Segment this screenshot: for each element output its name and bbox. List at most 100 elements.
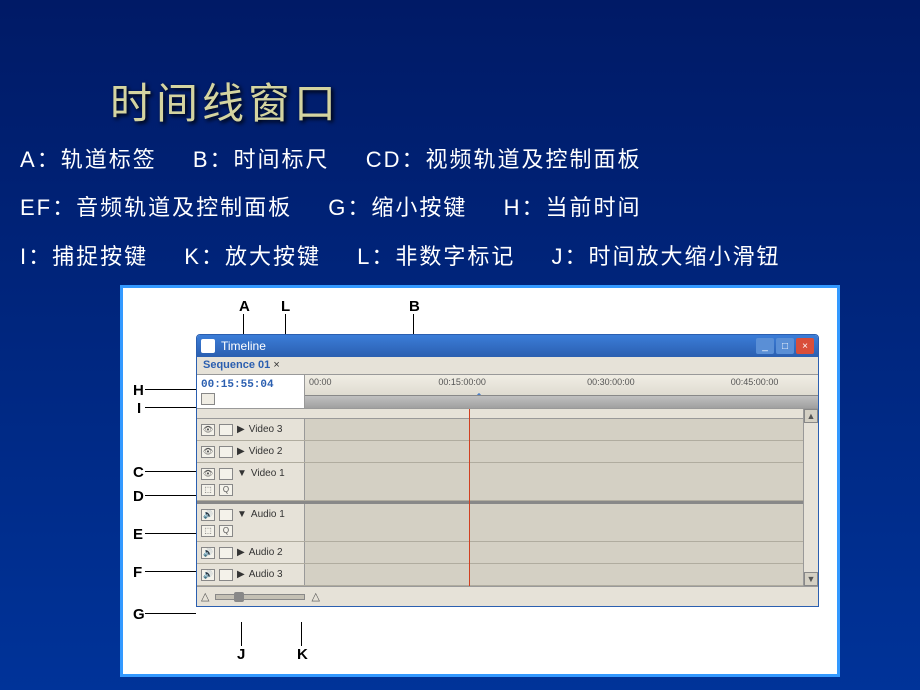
callout-D: D — [133, 488, 144, 505]
track-audio-3[interactable]: 🔊 ▶ Audio 3 — [197, 564, 818, 586]
ruler-tick-3: 00:30:00:00 — [587, 377, 635, 387]
callout-F: F — [133, 564, 142, 581]
leader-H — [145, 389, 196, 390]
timeline-window: Timeline _ □ × Sequence 01 × 00:15:55:04… — [196, 334, 819, 607]
track-name: Video 2 — [249, 446, 283, 457]
track-label-video-1[interactable]: 👁 ▼ Video 1 ⬚ Q — [197, 463, 305, 500]
leader-E — [145, 533, 196, 534]
callout-L: L — [281, 298, 290, 315]
track-audio-2[interactable]: 🔊 ▶ Audio 2 — [197, 542, 818, 564]
close-button[interactable]: × — [796, 338, 814, 354]
callout-K: K — [297, 646, 308, 663]
vertical-scrollbar[interactable]: ▲ ▼ — [803, 409, 818, 586]
track-label-video-3[interactable]: 👁 ▶ Video 3 — [197, 419, 305, 440]
scroll-up-icon[interactable]: ▲ — [804, 409, 818, 423]
track-body[interactable] — [305, 564, 818, 585]
legend-A: A：轨道标签 — [20, 136, 157, 184]
lock-icon[interactable] — [219, 547, 233, 559]
ruler-tick-0: 00:00 — [309, 377, 332, 387]
lock-icon[interactable] — [219, 509, 233, 521]
lock-icon[interactable] — [219, 424, 233, 436]
sequence-tab-close[interactable]: × — [273, 359, 279, 371]
legend-J: J：时间放大缩小滑钮 — [552, 233, 781, 281]
legend-I: I：捕捉按键 — [20, 233, 148, 281]
track-body[interactable] — [305, 542, 818, 563]
legend-K: K：放大按键 — [184, 233, 321, 281]
track-name: Video 3 — [249, 424, 283, 435]
eye-icon[interactable]: 👁 — [201, 424, 215, 436]
track-body[interactable] — [305, 441, 818, 462]
expand-arrow-icon[interactable]: ▶ — [237, 569, 245, 580]
zoom-bar: △ △ — [197, 586, 818, 606]
callout-I: I — [137, 400, 141, 417]
track-name: Audio 1 — [251, 509, 285, 520]
sequence-tab[interactable]: Sequence 01 × — [197, 357, 818, 375]
collapse-arrow-icon[interactable]: ▼ — [237, 509, 247, 520]
ruler-tick-5: 00:45:00:00 — [731, 377, 779, 387]
zoom-slider-thumb[interactable] — [234, 592, 244, 602]
legend-EF: EF：音频轨道及控制面板 — [20, 184, 292, 232]
track-label-audio-1[interactable]: 🔊 ▼ Audio 1 ⬚ Q — [197, 504, 305, 541]
leader-I — [145, 407, 196, 408]
minimize-button[interactable]: _ — [756, 338, 774, 354]
time-ruler[interactable]: 00:00 00:15:00:00 00:30:00:00 00:45:00:0… — [305, 375, 818, 409]
ruler-scrub-bar[interactable] — [305, 395, 818, 408]
playhead-line[interactable] — [469, 409, 470, 586]
app-icon — [201, 339, 215, 353]
callout-G: G — [133, 606, 145, 623]
lock-icon[interactable] — [219, 446, 233, 458]
q-icon[interactable]: Q — [219, 484, 233, 496]
callout-J: J — [237, 646, 245, 663]
track-name: Audio 2 — [249, 547, 283, 558]
leader-K — [301, 622, 302, 646]
leader-D — [145, 495, 196, 496]
expand-arrow-icon[interactable]: ▶ — [237, 424, 245, 435]
track-name: Audio 3 — [249, 569, 283, 580]
snap-icon[interactable] — [201, 393, 215, 405]
zoom-in-button[interactable]: △ — [311, 590, 319, 603]
legend-block: A：轨道标签 B：时间标尺 CD：视频轨道及控制面板 EF：音频轨道及控制面板 … — [0, 131, 920, 291]
legend-B: B：时间标尺 — [193, 136, 330, 184]
leader-G — [145, 613, 196, 614]
track-label-video-2[interactable]: 👁 ▶ Video 2 — [197, 441, 305, 462]
speaker-icon[interactable]: 🔊 — [201, 547, 215, 559]
track-label-audio-3[interactable]: 🔊 ▶ Audio 3 — [197, 564, 305, 585]
callout-E: E — [133, 526, 143, 543]
callout-B: B — [409, 298, 420, 315]
titlebar[interactable]: Timeline _ □ × — [197, 335, 818, 357]
sequence-tab-label: Sequence 01 — [203, 359, 270, 371]
collapse-arrow-icon[interactable]: ▼ — [237, 468, 247, 479]
legend-L: L：非数字标记 — [357, 233, 515, 281]
eye-icon[interactable]: 👁 — [201, 446, 215, 458]
track-body[interactable] — [305, 419, 818, 440]
zoom-out-button[interactable]: △ — [201, 590, 209, 603]
track-audio-1[interactable]: 🔊 ▼ Audio 1 ⬚ Q — [197, 504, 818, 542]
eye-icon[interactable]: 👁 — [201, 468, 215, 480]
maximize-button[interactable]: □ — [776, 338, 794, 354]
track-video-1[interactable]: 👁 ▼ Video 1 ⬚ Q — [197, 463, 818, 501]
legend-H: H：当前时间 — [504, 184, 642, 232]
fx-icon[interactable]: ⬚ — [201, 484, 215, 496]
track-body[interactable] — [305, 463, 818, 500]
callout-C: C — [133, 464, 144, 481]
track-body[interactable] — [305, 504, 818, 541]
expand-arrow-icon[interactable]: ▶ — [237, 446, 245, 457]
diagram-frame: A L B H I C D E F G J K Timeline _ □ × S… — [120, 285, 840, 677]
lock-icon[interactable] — [219, 569, 233, 581]
fx-icon[interactable]: ⬚ — [201, 525, 215, 537]
track-video-3[interactable]: 👁 ▶ Video 3 — [197, 419, 818, 441]
track-video-2[interactable]: 👁 ▶ Video 2 — [197, 441, 818, 463]
scroll-down-icon[interactable]: ▼ — [804, 572, 818, 586]
legend-CD: CD：视频轨道及控制面板 — [366, 136, 642, 184]
track-label-audio-2[interactable]: 🔊 ▶ Audio 2 — [197, 542, 305, 563]
current-time[interactable]: 00:15:55:04 — [201, 379, 300, 391]
leader-F — [145, 571, 196, 572]
lock-icon[interactable] — [219, 468, 233, 480]
speaker-icon[interactable]: 🔊 — [201, 569, 215, 581]
expand-arrow-icon[interactable]: ▶ — [237, 547, 245, 558]
slide-title: 时间线窗口 — [0, 0, 920, 131]
speaker-icon[interactable]: 🔊 — [201, 509, 215, 521]
q-icon[interactable]: Q — [219, 525, 233, 537]
legend-G: G：缩小按键 — [328, 184, 467, 232]
zoom-slider[interactable] — [215, 594, 305, 600]
